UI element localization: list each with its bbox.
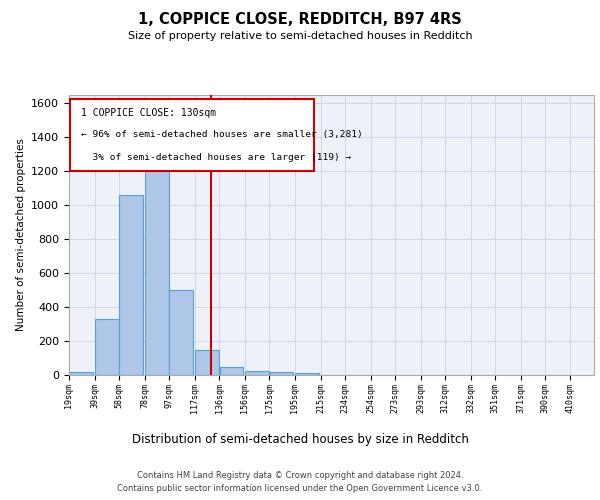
Bar bbox=[70, 372, 93, 375]
Text: 1 COPPICE CLOSE: 130sqm: 1 COPPICE CLOSE: 130sqm bbox=[80, 108, 215, 118]
Y-axis label: Number of semi-detached properties: Number of semi-detached properties bbox=[16, 138, 26, 332]
Text: Distribution of semi-detached houses by size in Redditch: Distribution of semi-detached houses by … bbox=[131, 432, 469, 446]
Bar bbox=[95, 319, 119, 375]
Text: Contains HM Land Registry data © Crown copyright and database right 2024.: Contains HM Land Registry data © Crown c… bbox=[137, 471, 463, 480]
Bar bbox=[145, 156, 169, 375]
FancyBboxPatch shape bbox=[70, 99, 314, 170]
Bar bbox=[245, 371, 269, 375]
Text: 1, COPPICE CLOSE, REDDITCH, B97 4RS: 1, COPPICE CLOSE, REDDITCH, B97 4RS bbox=[138, 12, 462, 28]
Bar bbox=[119, 195, 143, 375]
Text: Size of property relative to semi-detached houses in Redditch: Size of property relative to semi-detach… bbox=[128, 31, 472, 41]
Text: ← 96% of semi-detached houses are smaller (3,281): ← 96% of semi-detached houses are smalle… bbox=[80, 130, 362, 140]
Bar bbox=[195, 350, 219, 375]
Bar bbox=[269, 372, 293, 375]
Text: 3% of semi-detached houses are larger (119) →: 3% of semi-detached houses are larger (1… bbox=[80, 152, 351, 162]
Text: Contains public sector information licensed under the Open Government Licence v3: Contains public sector information licen… bbox=[118, 484, 482, 493]
Bar bbox=[169, 290, 193, 375]
Bar bbox=[295, 374, 319, 375]
Bar bbox=[220, 368, 243, 375]
